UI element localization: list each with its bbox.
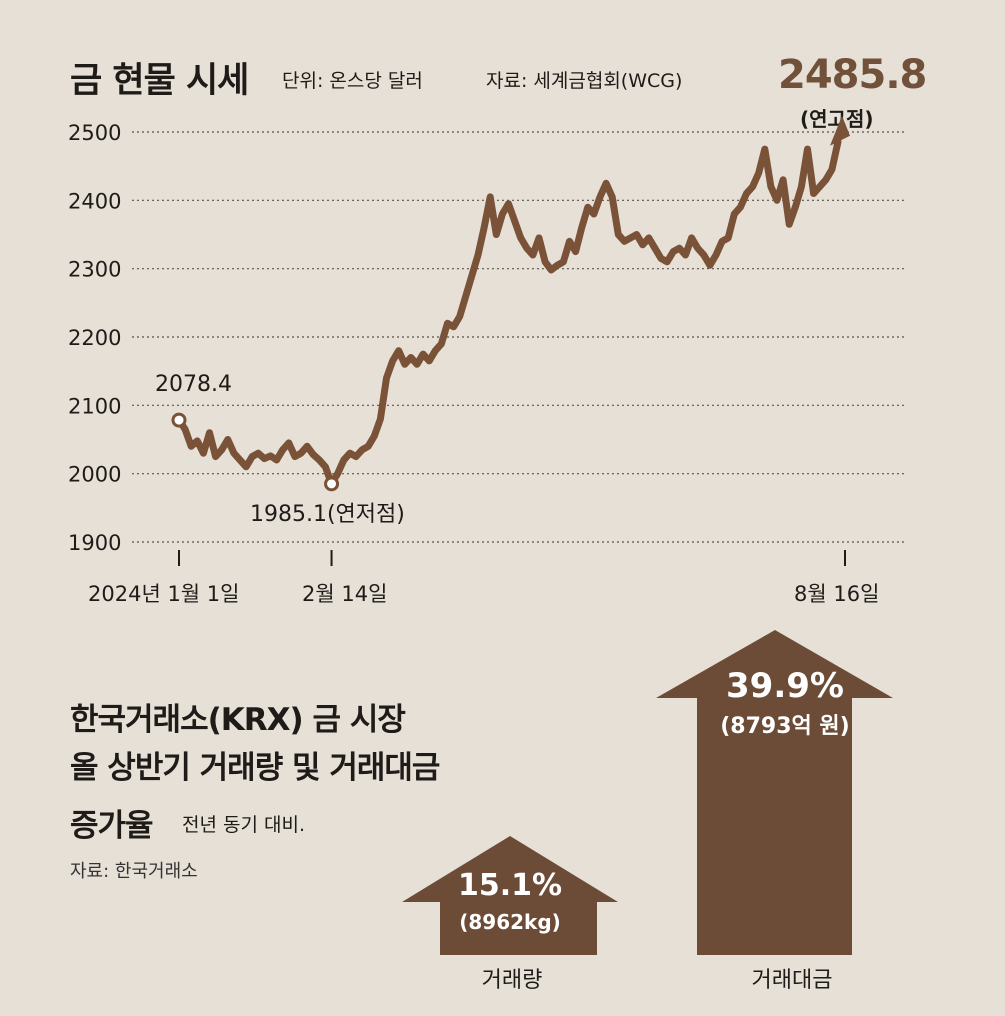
krx-title: 한국거래소(KRX) 금 시장 올 상반기 거래량 및 거래대금	[70, 696, 440, 792]
y-tick-label: 2100	[68, 394, 121, 418]
y-tick-label: 2000	[68, 463, 121, 487]
gold-price-chart: 1900 2000 2100 2200 2300 2400 2500	[68, 115, 905, 566]
grid-lines	[132, 131, 905, 543]
krx-title-line3: 증가율	[70, 808, 154, 844]
peak-value: 2485.8	[778, 52, 927, 98]
value-amount: (8793억 원)	[720, 714, 850, 739]
low-value-label: 1985.1(연저점)	[250, 502, 405, 527]
value-arrow	[656, 630, 893, 955]
y-tick-label: 1900	[68, 531, 121, 555]
y-tick-labels: 1900 2000 2100 2200 2300 2400 2500	[68, 121, 121, 555]
low-point-marker	[324, 476, 340, 492]
value-label: 거래대금	[751, 968, 833, 993]
volume-amount: (8962kg)	[459, 910, 561, 934]
y-tick-label: 2500	[68, 121, 121, 145]
y-tick-label: 2300	[68, 258, 121, 282]
volume-percent: 15.1%	[457, 868, 563, 903]
peak-arrowhead	[830, 115, 850, 146]
source-label: 자료: 세계금협회(WCG)	[486, 70, 683, 92]
krx-title-line2: 올 상반기 거래량 및 거래대금	[70, 750, 440, 786]
y-tick-label: 2400	[68, 189, 121, 213]
x-tick-label-low: 2월 14일	[302, 582, 388, 606]
price-line	[175, 138, 842, 488]
volume-arrow	[402, 836, 618, 955]
x-tick-label-start: 2024년 1월 1일	[88, 582, 240, 606]
chart-title: 금 현물 시세	[70, 61, 249, 101]
krx-note: 전년 동기 대비.	[182, 814, 305, 836]
start-value-label: 2078.4	[155, 372, 232, 397]
x-tick-marks	[178, 550, 846, 566]
volume-label: 거래량	[481, 968, 543, 993]
unit-label: 단위: 온스당 달러	[282, 70, 423, 92]
krx-source: 자료: 한국거래소	[70, 861, 198, 882]
x-tick-label-end: 8월 16일	[794, 582, 880, 606]
value-percent: 39.9%	[726, 666, 844, 706]
start-point-marker	[171, 412, 187, 428]
y-tick-label: 2200	[68, 326, 121, 350]
krx-title-line1: 한국거래소(KRX) 금 시장	[70, 702, 406, 738]
peak-note: (연고점)	[800, 107, 874, 131]
